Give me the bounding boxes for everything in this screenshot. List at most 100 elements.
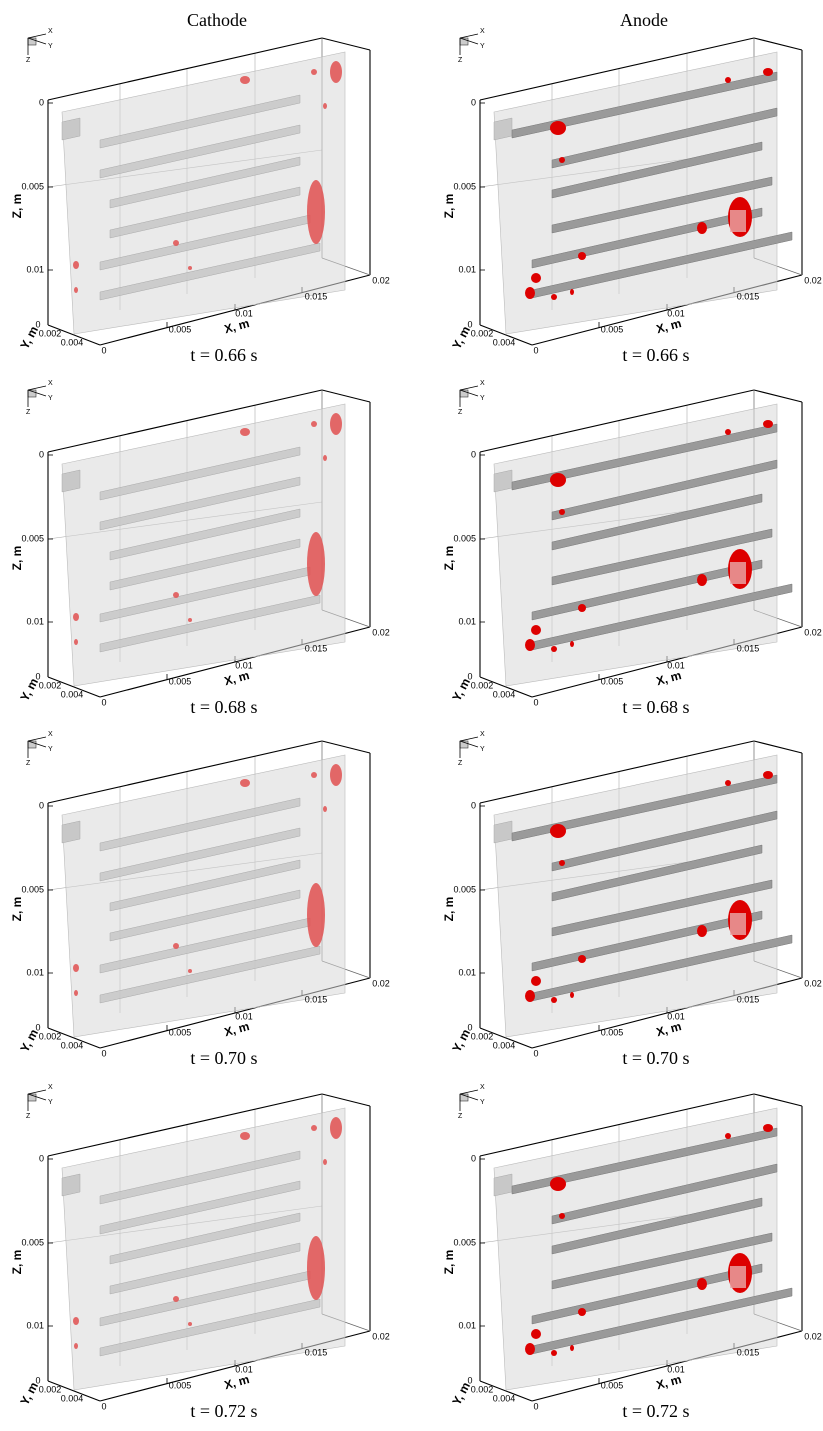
triad-label: Z — [458, 1113, 463, 1120]
x-tick-label: 0.015 — [305, 994, 328, 1004]
triad-label: Y — [48, 395, 53, 402]
z-tick-label: 0.005 — [21, 1237, 44, 1247]
y-tick-label: 0 — [467, 1375, 472, 1385]
y-tick-label: 0.002 — [471, 680, 494, 690]
z-tick-label: 0 — [39, 449, 44, 459]
x-tick-label: 0.005 — [169, 676, 192, 686]
x-tick-label: 0.02 — [804, 627, 822, 637]
triad-label: Y — [480, 43, 485, 50]
caption: t = 0.70 s — [622, 1048, 689, 1068]
triad-label: Y — [480, 395, 485, 402]
z-tick-label: 0.01 — [458, 264, 476, 274]
z-tick-label: 0.005 — [453, 181, 476, 191]
panel: XYZ00.0050.010.0150.0200.0020.00400.0050… — [10, 731, 390, 1068]
y-tick-label: 0.002 — [471, 1031, 494, 1041]
x-tick-label: 0 — [533, 345, 538, 355]
y-tick-label: 0.004 — [61, 337, 84, 347]
z-tick-label: 0.01 — [458, 616, 476, 626]
column-header: Cathode — [187, 10, 247, 30]
x-tick-label: 0.005 — [169, 1380, 192, 1390]
caption: t = 0.66 s — [622, 345, 689, 365]
triad-label: Y — [48, 1099, 53, 1106]
caption: t = 0.66 s — [190, 345, 257, 365]
z-tick-label: 0 — [471, 800, 476, 810]
x-tick-label: 0.005 — [169, 1027, 192, 1037]
z-tick-label: 0 — [39, 800, 44, 810]
z-tick-label: 0.005 — [21, 533, 44, 543]
triad-label: Y — [480, 1099, 485, 1106]
x-tick-label: 0 — [101, 1401, 106, 1411]
x-tick-label: 0.005 — [601, 324, 624, 334]
x-tick-label: 0 — [101, 345, 106, 355]
z-axis-label: Z, m — [10, 1250, 24, 1275]
y-tick-label: 0.002 — [39, 680, 62, 690]
x-tick-label: 0 — [533, 697, 538, 707]
z-tick-label: 0.01 — [458, 967, 476, 977]
panel: XYZ00.0050.010.0150.0200.0020.00400.0050… — [442, 380, 822, 717]
x-tick-label: 0.015 — [305, 291, 328, 301]
z-axis-label: Z, m — [442, 546, 456, 571]
x-tick-label: 0.01 — [235, 308, 253, 318]
panel: XYZ00.0050.010.0150.0200.0020.00400.0050… — [10, 380, 390, 717]
x-axis-label: X, m — [655, 1372, 683, 1392]
x-tick-label: 0.01 — [235, 1364, 253, 1374]
z-tick-label: 0 — [471, 97, 476, 107]
y-tick-label: 0.004 — [61, 689, 84, 699]
y-tick-label: 0.004 — [493, 1040, 516, 1050]
y-tick-label: 0.002 — [39, 1031, 62, 1041]
z-axis-label: Z, m — [442, 897, 456, 922]
caption: t = 0.68 s — [190, 697, 257, 717]
panel: XYZ00.0050.010.0150.0200.0020.00400.0050… — [10, 28, 390, 365]
z-tick-label: 0.005 — [453, 533, 476, 543]
triad-label: Z — [26, 409, 31, 416]
x-axis-label: X, m — [655, 668, 683, 688]
x-tick-label: 0.02 — [372, 275, 390, 285]
x-tick-label: 0.01 — [667, 308, 685, 318]
triad-label: X — [48, 380, 53, 387]
z-tick-label: 0.005 — [21, 181, 44, 191]
z-tick-label: 0.01 — [26, 967, 44, 977]
y-tick-label: 0.002 — [471, 328, 494, 338]
z-tick-label: 0.005 — [453, 1237, 476, 1247]
z-tick-label: 0.01 — [26, 264, 44, 274]
y-tick-label: 0.004 — [493, 689, 516, 699]
z-axis-label: Z, m — [10, 897, 24, 922]
triad-label: X — [48, 731, 53, 738]
x-tick-label: 0.02 — [804, 275, 822, 285]
x-tick-label: 0.015 — [305, 1347, 328, 1357]
z-tick-label: 0 — [471, 1153, 476, 1163]
triad-label: X — [480, 28, 485, 35]
y-tick-label: 0.002 — [39, 328, 62, 338]
z-tick-label: 0 — [471, 449, 476, 459]
x-tick-label: 0.005 — [601, 1027, 624, 1037]
caption: t = 0.72 s — [190, 1401, 257, 1421]
column-header: Anode — [620, 10, 668, 30]
x-tick-label: 0.01 — [667, 660, 685, 670]
x-tick-label: 0.015 — [737, 994, 760, 1004]
z-axis-label: Z, m — [442, 1250, 456, 1275]
x-tick-label: 0.005 — [601, 1380, 624, 1390]
z-tick-label: 0.01 — [26, 1320, 44, 1330]
x-tick-label: 0.01 — [235, 1011, 253, 1021]
triad-label: X — [480, 731, 485, 738]
triad-label: Y — [48, 43, 53, 50]
y-tick-label: 0 — [35, 1022, 40, 1032]
x-tick-label: 0.01 — [235, 660, 253, 670]
triad-label: X — [480, 380, 485, 387]
x-tick-label: 0.015 — [737, 291, 760, 301]
z-tick-label: 0.005 — [453, 884, 476, 894]
triad-label: Z — [458, 57, 463, 64]
x-tick-label: 0 — [101, 697, 106, 707]
triad-label: Z — [26, 760, 31, 767]
x-tick-label: 0.01 — [667, 1011, 685, 1021]
y-tick-label: 0 — [35, 671, 40, 681]
x-tick-label: 0 — [533, 1048, 538, 1058]
triad-label: Y — [480, 746, 485, 753]
x-tick-label: 0.005 — [601, 676, 624, 686]
x-tick-label: 0 — [533, 1401, 538, 1411]
caption: t = 0.72 s — [622, 1401, 689, 1421]
z-tick-label: 0 — [39, 1153, 44, 1163]
z-tick-label: 0.01 — [26, 616, 44, 626]
x-tick-label: 0.015 — [737, 1347, 760, 1357]
caption: t = 0.68 s — [622, 697, 689, 717]
